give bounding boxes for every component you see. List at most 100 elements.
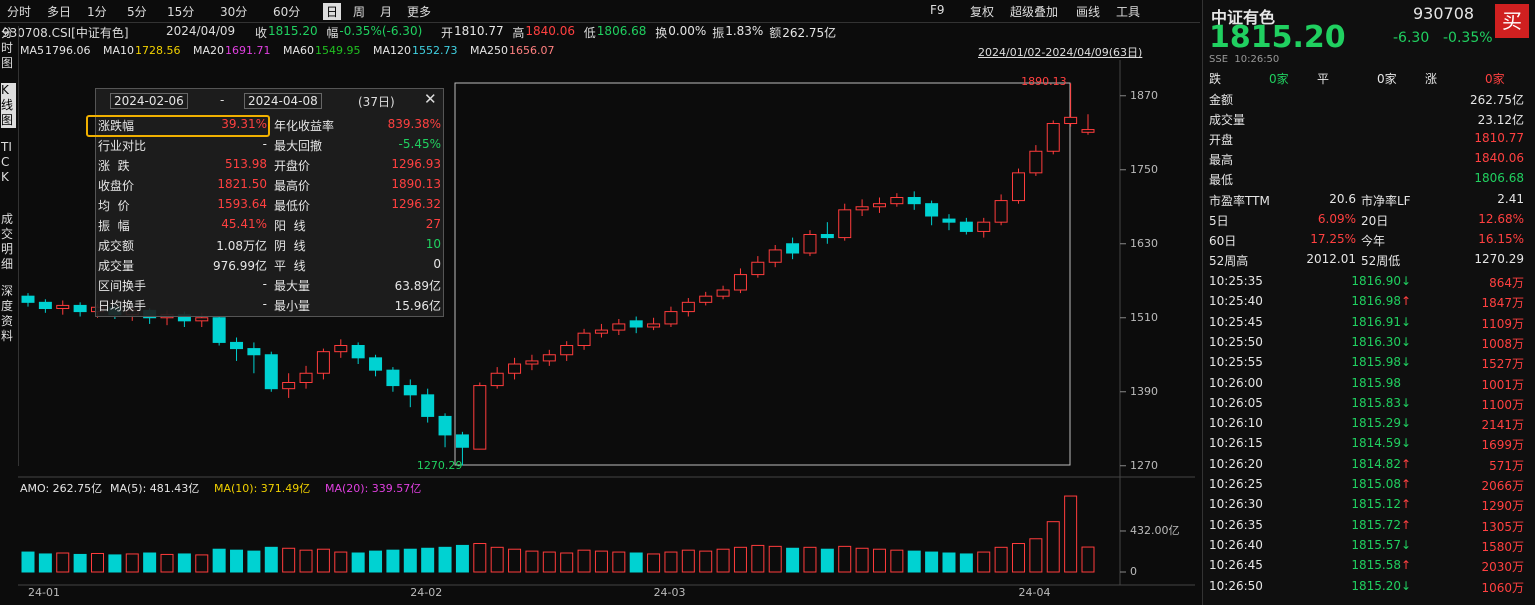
volume-bar [560,552,574,573]
stat-value: 1890.13 [391,177,441,191]
tick-time: 10:26:20 [1209,456,1263,471]
info-value: 1.83% [725,24,764,38]
candle-body [73,304,87,313]
stat-label: 行业对比 [98,139,147,153]
volume-bar [143,552,157,573]
tick-price: 1815.72 [1351,517,1401,532]
volume-bar [907,550,921,573]
period-tab[interactable]: 周 [353,5,366,19]
info-value: 1806.68 [596,24,647,38]
volume-bar [108,554,122,573]
volume-bar [855,547,869,573]
stat-label: 成交量 [1209,113,1246,127]
stat-value: - [262,297,267,311]
candle-body [421,394,435,417]
period-tab[interactable]: 更多 [407,5,432,19]
info-value: 1810.77 [454,24,504,38]
tick-time: 10:26:15 [1209,436,1263,451]
stat-value: 2.41 [1497,192,1524,206]
tool-button[interactable]: 复权 [970,5,995,19]
tick-volume: 1580万 [1481,539,1524,554]
stat-value: 45.41% [221,217,267,231]
volume-bar [751,544,765,573]
tick-arrow: ↓ [1401,314,1412,329]
volume-bar [247,550,261,573]
ma-value: 1728.56 [135,44,181,57]
candle-body [369,357,383,371]
date-start[interactable]: 2024-02-06 [110,93,188,109]
period-tab[interactable]: 5分 [127,5,147,19]
period-tab[interactable]: 15分 [167,5,195,19]
stat-value: 1821.50 [217,177,267,191]
candle-body [716,289,730,297]
stat-label: 最高 [1209,153,1234,167]
volume-bar [525,550,539,573]
info-label: 振 [712,26,725,40]
stat-value: 1806.68 [1474,171,1524,185]
tick-time: 10:26:25 [1209,477,1263,491]
candle-body [316,351,330,374]
candle-body [438,415,452,436]
side-tab[interactable]: 成交明细 [1,212,14,271]
tool-button[interactable]: F9 [930,3,945,17]
stat-value: 39.31% [221,117,267,131]
volume-bar [681,549,695,573]
stat-label: 均 价 [98,199,130,213]
stat-label: 52周低 [1361,254,1401,268]
volume-bar [230,549,244,573]
period-tab[interactable]: 1分 [87,5,107,19]
tick-volume: 864万 [1489,276,1524,290]
candle-body [994,200,1008,223]
side-tabs: 分时图 K线图 TICK 成交明细深度资料 [0,26,19,466]
period-tab[interactable]: 60分 [273,5,301,19]
stat-value: 1593.64 [217,197,267,211]
side-tab[interactable]: 深度资料 [1,284,14,343]
buy-button[interactable]: 买 [1495,4,1529,38]
period-tab[interactable]: 日 [323,3,342,20]
x-tick-label: 24-03 [654,586,686,599]
candle-body [751,261,765,276]
tool-button[interactable]: 画线 [1076,5,1101,19]
candle-body [455,434,469,448]
period-tab[interactable]: 分时 [7,5,32,19]
info-value: 262.75亿 [782,26,837,40]
candle-body [299,372,313,384]
tick-price: 1815.57 [1351,537,1401,552]
volume-bar [455,544,469,573]
period-tab[interactable]: 30分 [220,5,248,19]
volume-bar [160,553,174,573]
candle-body [925,203,939,217]
date-end[interactable]: 2024-04-08 [244,93,322,109]
tick-volume: 1100万 [1481,397,1524,412]
volume-bar [925,551,939,573]
side-tab[interactable]: K线图 [1,83,16,128]
ma-name: MA10 [103,44,135,57]
candle-body [1046,123,1060,152]
tick-arrow: ↓ [1401,334,1412,349]
period-tab[interactable]: 多日 [47,5,72,19]
tick-time: 10:25:55 [1209,355,1263,370]
volume-bar [508,548,522,573]
info-label: 额 [769,26,782,40]
side-tab[interactable]: 分时图 [1,26,14,70]
tick-arrow: ↑ [1401,558,1412,573]
candle-body [977,221,991,232]
tool-button[interactable]: 工具 [1116,5,1141,19]
close-button[interactable]: ✕ [424,90,437,108]
info-label: 低 [583,26,596,40]
tick-price: 1816.90 [1351,274,1401,288]
stat-value: 1840.06 [1474,151,1524,165]
period-tab[interactable]: 月 [380,5,393,19]
candle-body [386,369,400,387]
candle-body [21,295,35,303]
volume-bar [56,552,70,573]
tool-button[interactable]: 超级叠加 [1010,5,1059,19]
stat-label: 市净率LF [1361,194,1411,208]
days: (37日) [358,95,395,109]
volume-bar [716,548,730,573]
stat-label: 市盈率TTM [1209,194,1270,208]
side-tab[interactable]: TICK [1,140,12,184]
volume-bar [786,547,800,573]
volume-bar [73,553,87,573]
